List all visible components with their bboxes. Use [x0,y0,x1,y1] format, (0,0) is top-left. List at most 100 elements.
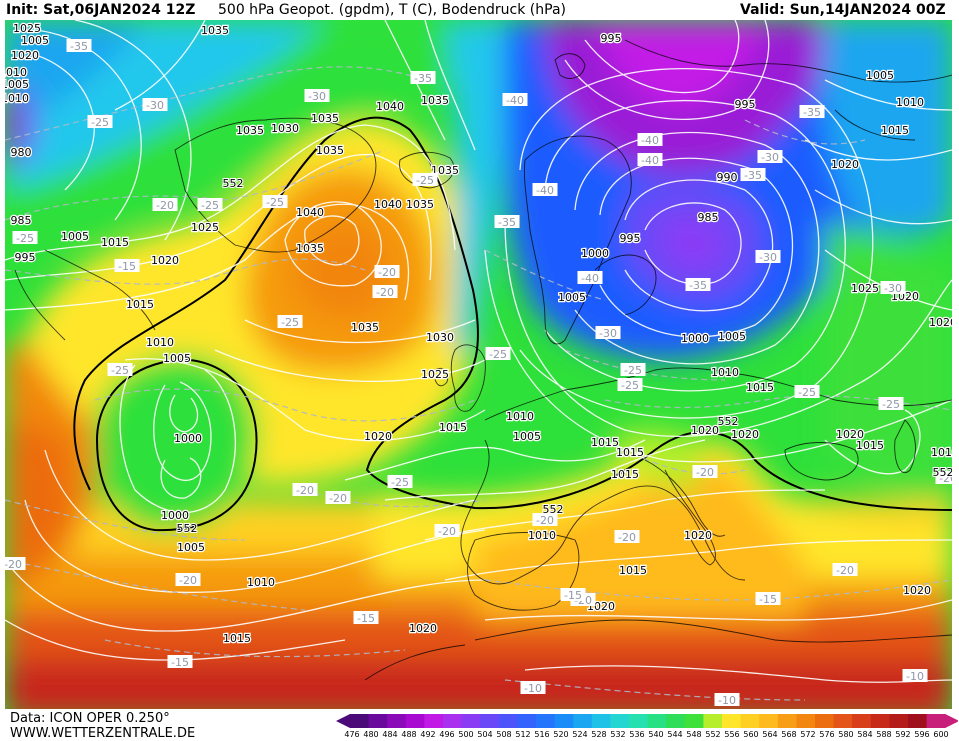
svg-text:-20: -20 [438,525,456,538]
isobar-label: 1020 [902,583,933,599]
svg-text:-20: -20 [618,531,636,544]
isobar-label: 1010 [930,445,952,461]
isobar-label: 1005 [162,351,193,367]
isobar-label: 1035 [295,241,326,257]
map-header: Init: Sat,06JAN2024 12Z 500 hPa Geopot. … [0,0,959,20]
svg-text:-35: -35 [414,72,432,85]
scale-color-cell [405,714,425,728]
isobar-label: 1005 [865,68,896,84]
scale-color-cell [480,714,500,728]
svg-text:1000: 1000 [581,247,609,260]
scale-tick-label: 568 [781,730,797,739]
svg-text:1040: 1040 [296,206,324,219]
scale-tick-label: 576 [819,730,835,739]
isotherm-label: -20 [935,471,952,485]
isobar-label: 1035 [200,23,231,39]
isobar-label: 1025 [190,220,221,236]
isobar-label: 1020 [830,157,861,173]
isobar-label: 1000 [173,431,204,447]
svg-text:1020: 1020 [836,428,864,441]
isotherm-label: -20 [175,573,201,587]
svg-text:1015: 1015 [591,436,619,449]
scale-color-cell [889,714,909,728]
isobar-label: 995 [599,31,623,47]
svg-text:-25: -25 [281,316,299,329]
svg-text:-35: -35 [498,216,516,229]
scale-tick-label: 532 [610,730,626,739]
scale-tick-label: 572 [800,730,816,739]
isotherm-label: -30 [755,250,781,264]
scale-color-cell [443,714,463,728]
svg-text:-30: -30 [761,151,779,164]
svg-text:-40: -40 [581,272,599,285]
isotherm-label: -20 [325,491,351,505]
svg-text:1010: 1010 [506,410,534,423]
isotherm-label: -30 [142,98,168,112]
isotherm-label: -40 [577,271,603,285]
isobar-label: 1030 [270,121,301,137]
svg-text:-20: -20 [376,286,394,299]
scale-color-cell [666,714,686,728]
scale-color-cell [777,714,797,728]
isotherm-label: -30 [304,89,330,103]
isobar-label: 1035 [350,320,381,336]
scale-color-cell [629,714,649,728]
isobar-label: 1010 [527,528,558,544]
svg-text:1020: 1020 [684,529,712,542]
scale-color-cell [833,714,853,728]
contour-552-label: 552 [177,522,198,535]
contour-552-cutoff [95,358,258,532]
isobar-label: 1020 [690,423,721,439]
contour-label-layer: 552 552 552 552 552 [176,176,953,536]
svg-text:-10: -10 [718,694,736,707]
isotherm-label: -35 [685,278,711,292]
svg-text:1020: 1020 [731,428,759,441]
svg-text:-20: -20 [296,484,314,497]
contour-552-label: 552 [718,415,739,428]
scale-color-cell [852,714,872,728]
isobar-label: 990 [715,170,739,186]
contour-552-ridge [73,116,952,511]
isobar-label: 1000 [580,246,611,262]
svg-text:-20: -20 [696,466,714,479]
scale-color-cell [703,714,723,728]
isobar-label: 1020 [363,429,394,445]
geopotential-color-field [5,20,952,709]
isobar-label: 1000 [160,508,191,524]
svg-text:-25: -25 [882,398,900,411]
scale-tick-label: 544 [667,730,683,739]
svg-text:-20: -20 [156,199,174,212]
scale-tick-label: 484 [382,730,398,739]
svg-text:1010: 1010 [146,336,174,349]
svg-text:1025: 1025 [851,282,879,295]
isobar-label: 1010 [145,335,176,351]
temperature-label-layer: -35 -30 -25 -30 -35 -40 -20 -25 -25 -15 -20 -25 -20 -… [5,39,952,707]
scale-color-cell [461,714,481,728]
svg-text:1020: 1020 [691,424,719,437]
scale-tick-label: 592 [895,730,911,739]
contour-552-label: 552 [223,177,244,190]
svg-text:1020: 1020 [929,316,952,329]
scale-color-cell [796,714,816,728]
svg-text:-20: -20 [5,558,22,571]
isobar-label: 995 [733,97,757,113]
svg-text:1010: 1010 [5,92,29,105]
svg-text:1020: 1020 [409,622,437,635]
scale-tick-label: 584 [857,730,873,739]
svg-text:1015: 1015 [746,381,774,394]
scale-tick-label: 552 [705,730,721,739]
scale-color-cell [684,714,704,728]
valid-time: Valid: Sun,14JAN2024 00Z [740,2,946,18]
svg-text:1025: 1025 [13,22,41,35]
svg-text:-25: -25 [266,196,284,209]
svg-text:1005: 1005 [718,330,746,343]
svg-text:-30: -30 [884,282,902,295]
isobar-label: 1005 [20,33,51,49]
isotherm-label: -20 [832,563,858,577]
isobar-label: 1020 [835,427,866,443]
svg-text:-15: -15 [118,260,136,273]
svg-text:-40: -40 [506,94,524,107]
isotherm-label: -10 [714,693,740,707]
svg-text:1010: 1010 [528,529,556,542]
svg-text:1010: 1010 [247,576,275,589]
